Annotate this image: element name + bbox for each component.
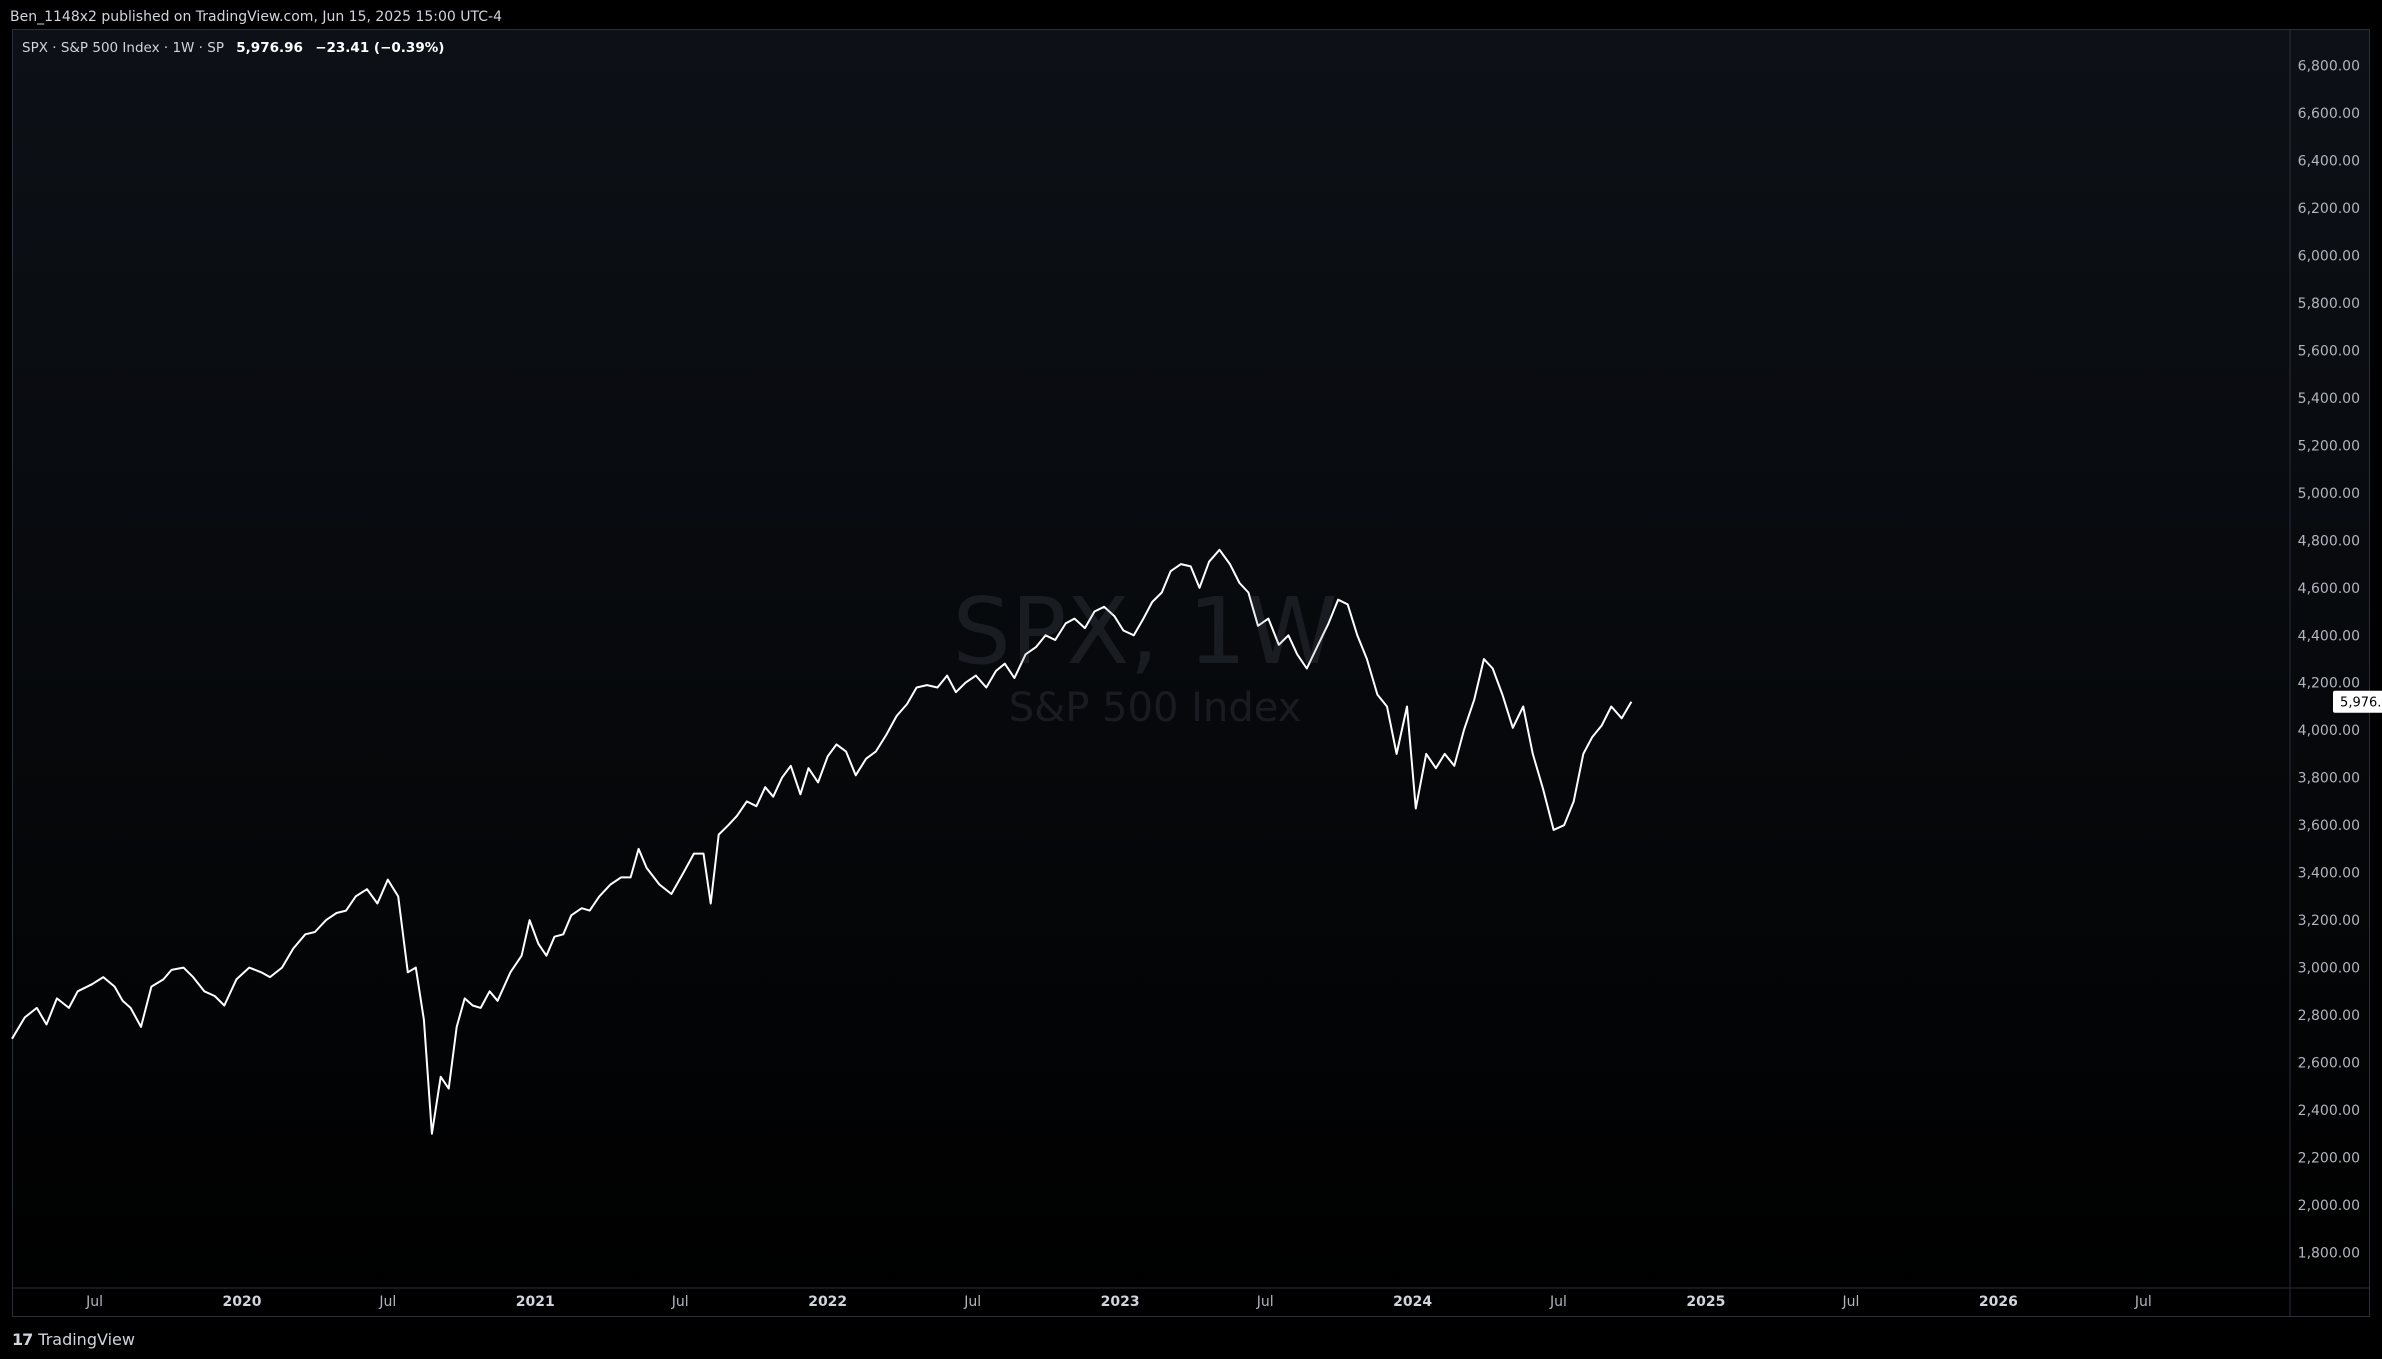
y-tick-label: 4,200.00 — [2298, 676, 2360, 692]
x-tick-label: 2020 — [222, 1294, 261, 1310]
y-tick-label: 4,000.00 — [2298, 723, 2360, 739]
y-tick-label: 5,600.00 — [2298, 343, 2360, 359]
y-tick-label: 6,600.00 — [2298, 106, 2360, 122]
y-tick-label: 5,200.00 — [2298, 438, 2360, 454]
y-tick-label: 4,800.00 — [2298, 533, 2360, 549]
symbol-legend[interactable]: SPX · S&P 500 Index · 1W · SP 5,976.96 −… — [22, 40, 444, 56]
y-tick-label: 3,400.00 — [2298, 866, 2360, 882]
y-tick-label: 4,400.00 — [2298, 628, 2360, 644]
x-tick-label: 2026 — [1979, 1294, 2018, 1310]
y-tick-label: 2,200.00 — [2298, 1150, 2360, 1166]
last-price-badge — [2333, 690, 2382, 713]
x-tick-label: Jul — [1841, 1294, 1859, 1310]
last-price-value: 5,976.96 — [236, 40, 303, 56]
y-tick-label: 1,800.00 — [2298, 1245, 2360, 1261]
x-tick-label: 2021 — [516, 1294, 555, 1310]
x-tick-label: 2023 — [1101, 1294, 1140, 1310]
x-tick-label: Jul — [963, 1294, 981, 1310]
watermark-subtitle: S&P 500 Index — [1008, 685, 1302, 731]
y-tick-label: 5,800.00 — [2298, 296, 2360, 312]
chart-frame[interactable] — [12, 29, 2370, 1317]
x-tick-label: Jul — [671, 1294, 689, 1310]
y-tick-label: 4,600.00 — [2298, 581, 2360, 597]
x-tick-label: Jul — [378, 1294, 396, 1310]
y-tick-label: 6,000.00 — [2298, 248, 2360, 264]
tradingview-logo-icon: 17 — [12, 1329, 33, 1349]
x-tick-label: 2025 — [1686, 1294, 1725, 1310]
x-tick-label: Jul — [2134, 1294, 2152, 1310]
price-change: −23.41 (−0.39%) — [315, 40, 445, 56]
x-tick-label: 2024 — [1393, 1294, 1432, 1310]
x-tick-label: 2022 — [808, 1294, 847, 1310]
y-tick-label: 6,200.00 — [2298, 201, 2360, 217]
symbol-info: SPX · S&P 500 Index · 1W · SP — [22, 40, 224, 56]
x-tick-label: Jul — [1256, 1294, 1274, 1310]
tradingview-branding[interactable]: 17 TradingView — [12, 1327, 135, 1351]
brand-name: TradingView — [38, 1329, 135, 1349]
y-tick-label: 5,400.00 — [2298, 391, 2360, 407]
y-tick-label: 3,000.00 — [2298, 961, 2360, 977]
y-tick-label: 6,400.00 — [2298, 154, 2360, 170]
y-tick-label: 2,800.00 — [2298, 1008, 2360, 1024]
y-tick-label: 6,800.00 — [2298, 59, 2360, 75]
x-tick-label: Jul — [85, 1294, 103, 1310]
y-tick-label: 5,000.00 — [2298, 486, 2360, 502]
y-tick-label: 2,600.00 — [2298, 1056, 2360, 1072]
price-series-line — [11, 548, 1633, 1135]
last-price-badge-label: 5,976.96 — [2340, 696, 2382, 711]
watermark-title: SPX, 1W — [952, 578, 1338, 685]
y-tick-label: 3,200.00 — [2298, 913, 2360, 929]
publisher-attribution: Ben_1148x2 published on TradingView.com,… — [0, 0, 2382, 34]
y-tick-label: 2,000.00 — [2298, 1198, 2360, 1214]
y-tick-label: 3,800.00 — [2298, 771, 2360, 787]
y-tick-label: 3,600.00 — [2298, 818, 2360, 834]
y-tick-label: 2,400.00 — [2298, 1103, 2360, 1119]
x-tick-label: Jul — [1549, 1294, 1567, 1310]
